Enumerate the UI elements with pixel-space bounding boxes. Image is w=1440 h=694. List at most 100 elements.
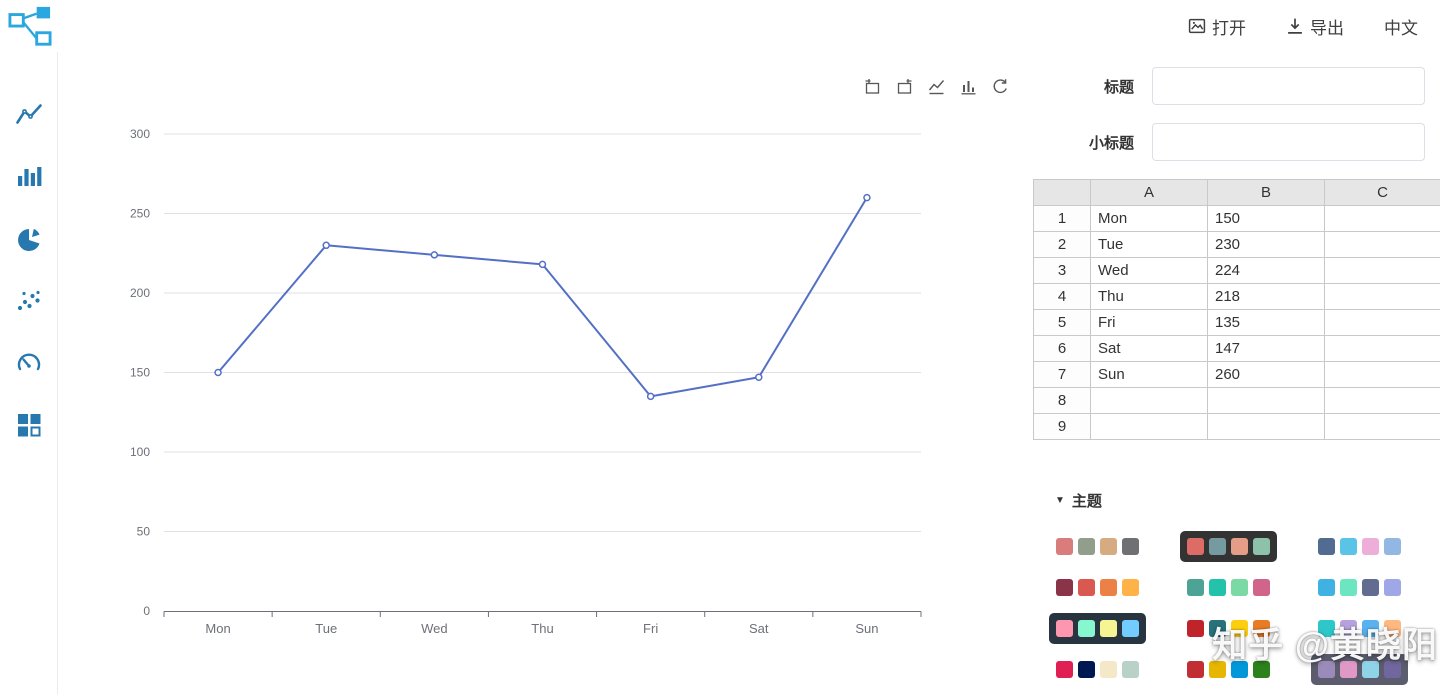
theme-palette-westeros[interactable] [1311, 531, 1408, 562]
subtitle-input[interactable] [1152, 123, 1425, 161]
table-row: 7 Sun 260 [1033, 361, 1440, 388]
cell-c[interactable] [1324, 257, 1440, 284]
sidebar-item-gauge-chart[interactable] [16, 350, 42, 376]
restore-icon[interactable] [992, 78, 1009, 95]
cell-c[interactable] [1324, 387, 1440, 414]
theme-palette-chalk[interactable] [1049, 613, 1146, 644]
svg-text:0: 0 [143, 604, 150, 618]
theme-palette-infographic[interactable] [1180, 613, 1277, 644]
line-chart-svg: 0 50 100 150 200 250 300 Mon Tue Wed Thu Fri Sat Sun [130, 127, 922, 636]
sidebar-item-line-chart[interactable] [15, 102, 42, 128]
row-number: 8 [1033, 387, 1091, 414]
switch-line-icon[interactable] [928, 78, 945, 95]
svg-text:Sat: Sat [749, 621, 769, 636]
table-row: 8 [1033, 387, 1440, 414]
color-swatch [1100, 661, 1117, 678]
table-row: 4 Thu 218 [1033, 283, 1440, 310]
color-swatch [1362, 579, 1379, 596]
color-swatch [1100, 538, 1117, 555]
col-header-corner [1033, 179, 1091, 206]
open-button[interactable]: 打开 [1188, 14, 1246, 39]
theme-palette-vintage[interactable] [1049, 531, 1146, 562]
row-number: 2 [1033, 231, 1091, 258]
cell-c[interactable] [1324, 205, 1440, 232]
title-input[interactable] [1152, 67, 1425, 105]
color-swatch [1056, 538, 1073, 555]
svg-text:Mon: Mon [205, 621, 230, 636]
row-number: 1 [1033, 205, 1091, 232]
zoom-select-icon[interactable] [864, 78, 881, 95]
cell-b[interactable]: 147 [1207, 335, 1325, 362]
table-row: 5 Fri 135 [1033, 309, 1440, 336]
zoom-reset-icon[interactable] [896, 78, 913, 95]
color-swatch [1318, 661, 1335, 678]
sidebar-item-pie-chart[interactable] [16, 226, 42, 252]
open-file-icon [1188, 18, 1206, 34]
theme-section-toggle[interactable]: ▼ 主题 [1055, 490, 1440, 511]
export-button[interactable]: 导出 [1286, 14, 1344, 39]
sidebar-item-scatter-chart[interactable] [16, 288, 42, 314]
theme-palette-essos[interactable] [1049, 572, 1146, 603]
cell-a[interactable]: Sat [1090, 335, 1208, 362]
color-swatch [1056, 661, 1073, 678]
title-label: 标题 [1103, 78, 1134, 96]
color-swatch [1187, 538, 1204, 555]
sidebar-item-grid-chart[interactable] [16, 412, 42, 438]
cell-c[interactable] [1324, 335, 1440, 362]
cell-c[interactable] [1324, 309, 1440, 336]
cell-c[interactable] [1324, 361, 1440, 388]
chart-canvas-area: 0 50 100 150 200 250 300 Mon Tue Wed Thu Fri Sat Sun [58, 52, 1033, 694]
theme-palette-macarons[interactable] [1311, 613, 1408, 644]
language-switch[interactable]: 中文 [1384, 14, 1418, 39]
cell-c[interactable] [1324, 413, 1440, 440]
row-number: 9 [1033, 413, 1091, 440]
color-swatch [1340, 538, 1357, 555]
cell-b[interactable]: 135 [1207, 309, 1325, 336]
bar-chart-icon [17, 167, 41, 186]
color-swatch [1340, 579, 1357, 596]
chart-toolbox [864, 78, 1009, 95]
download-icon [1288, 18, 1302, 34]
col-header-c: C [1324, 179, 1440, 206]
topbar-actions: 打开 导出 中文 [1188, 14, 1418, 39]
svg-text:Tue: Tue [315, 621, 337, 636]
cell-a[interactable]: Mon [1090, 205, 1208, 232]
color-swatch [1122, 661, 1139, 678]
color-swatch [1209, 620, 1226, 637]
cell-a[interactable]: Fri [1090, 309, 1208, 336]
table-header-row: A B C [1033, 179, 1440, 206]
switch-bar-icon[interactable] [960, 78, 977, 95]
cell-b[interactable] [1207, 413, 1325, 440]
cell-b[interactable]: 260 [1207, 361, 1325, 388]
cell-a[interactable] [1090, 413, 1208, 440]
cell-a[interactable]: Thu [1090, 283, 1208, 310]
cell-c[interactable] [1324, 231, 1440, 258]
cell-b[interactable]: 218 [1207, 283, 1325, 310]
row-number: 3 [1033, 257, 1091, 284]
sidebar-item-bar-chart[interactable] [16, 164, 42, 190]
theme-palette-purple-passion[interactable] [1311, 654, 1408, 685]
chevron-down-icon: ▼ [1055, 495, 1065, 506]
col-header-b: B [1207, 179, 1325, 206]
cell-a[interactable] [1090, 387, 1208, 414]
cell-b[interactable] [1207, 387, 1325, 414]
cell-b[interactable]: 224 [1207, 257, 1325, 284]
line-chart-icon [15, 104, 42, 124]
color-swatch [1187, 579, 1204, 596]
svg-text:Sun: Sun [855, 621, 878, 636]
cell-c[interactable] [1324, 283, 1440, 310]
color-swatch [1253, 538, 1270, 555]
cell-a[interactable]: Wed [1090, 257, 1208, 284]
cell-b[interactable]: 150 [1207, 205, 1325, 232]
cell-a[interactable]: Tue [1090, 231, 1208, 258]
cell-b[interactable]: 230 [1207, 231, 1325, 258]
cell-a[interactable]: Sun [1090, 361, 1208, 388]
theme-palette-wonderland[interactable] [1180, 572, 1277, 603]
theme-palette-walden[interactable] [1311, 572, 1408, 603]
theme-palette-dark[interactable] [1180, 531, 1277, 562]
color-swatch [1078, 579, 1095, 596]
theme-palette-shine[interactable] [1180, 654, 1277, 685]
theme-palette-roma[interactable] [1049, 654, 1146, 685]
svg-text:50: 50 [137, 525, 151, 539]
pie-chart-icon [17, 228, 40, 251]
